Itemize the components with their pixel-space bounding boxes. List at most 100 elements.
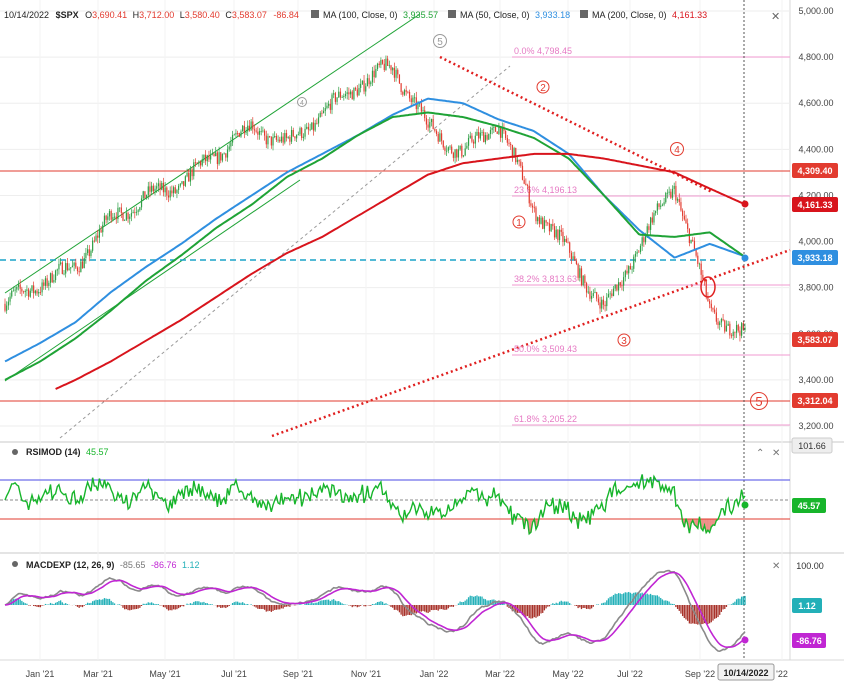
candle-body (151, 185, 153, 192)
candle-body (552, 224, 554, 227)
candle-body (292, 130, 294, 137)
candle-body (14, 289, 16, 291)
candle-body (722, 318, 724, 321)
candle-body (53, 280, 55, 283)
rsi-collapse-icon[interactable]: ⌃ (756, 448, 764, 459)
candle-body (70, 267, 72, 269)
rsi-panel[interactable]: RSIMOD (14) 45.57 ⌃ ✕ 101.66 45.57 (0, 437, 833, 536)
candle-body (36, 290, 38, 294)
candle-body (294, 136, 296, 139)
candle-body (240, 131, 242, 137)
candle-body (304, 128, 306, 137)
macd-close-icon[interactable]: ✕ (772, 561, 780, 572)
candle-body (204, 154, 207, 162)
candle-body (81, 261, 84, 269)
rsi-close-icon[interactable]: ✕ (772, 448, 780, 459)
price-panel[interactable] (0, 0, 790, 442)
rsi-badge-bg (792, 498, 826, 513)
candle-body (710, 303, 712, 309)
candle-body (499, 126, 502, 138)
candle-body (717, 321, 719, 326)
candle-body (548, 223, 551, 232)
wave-label-circle (617, 333, 631, 347)
candle-body (102, 224, 104, 233)
candle-body (19, 284, 21, 289)
time-tick-label: Sep '21 (283, 669, 313, 679)
time-axis: Jan '21 Mar '21 May '21 Jul '21 Sep '21 Nov '… (26, 669, 788, 679)
candle-body (555, 229, 557, 238)
candle-body (356, 89, 358, 96)
badge-3312: 3,312.04 (797, 396, 832, 406)
candle-body (634, 253, 637, 257)
candle-body (349, 91, 352, 95)
candle-body (624, 270, 626, 278)
ma100-legend-swatch (311, 10, 319, 18)
candle-body (609, 293, 611, 295)
candle-body (140, 198, 143, 208)
candle-body (439, 133, 441, 142)
candle-body (648, 226, 650, 230)
candle-body (446, 150, 448, 152)
ma-line-200 (55, 152, 746, 390)
rsi-dropdown-icon[interactable] (12, 449, 18, 455)
candle-body (515, 147, 517, 163)
candle-body (719, 322, 721, 326)
candle-body (58, 263, 60, 270)
candle-body (516, 159, 519, 163)
candle-body (650, 217, 652, 230)
candle-body (653, 213, 655, 223)
candle-body (76, 267, 79, 272)
candle-body (371, 70, 374, 83)
candle-body (518, 159, 520, 162)
badge-ma50: 3,933.18 (797, 253, 832, 263)
candle-body (119, 207, 121, 209)
candle-body (505, 130, 507, 138)
candle-body (521, 165, 524, 180)
close-panel-icon[interactable]: ✕ (771, 11, 780, 23)
candle-body (338, 91, 340, 98)
rsi-badge: 45.57 (798, 501, 821, 511)
candle-body (235, 133, 237, 135)
header-o-label: O (85, 10, 92, 20)
candle-body (169, 190, 171, 198)
candle-body (135, 211, 138, 213)
candle-body (218, 152, 220, 164)
candle-body (725, 325, 728, 332)
time-tick-label: May '21 (149, 669, 180, 679)
candle-body (287, 136, 289, 138)
candle-body (585, 283, 588, 293)
header-high: 3,712.00 (139, 10, 174, 20)
macd-panel[interactable]: MACDEXP (12, 26, 9) -85.65 -86.76 1.12 ✕… (4, 560, 826, 653)
wave-label: 5 (437, 37, 443, 48)
candle-body (275, 135, 277, 140)
date-badge-bg (717, 663, 775, 681)
candle-body (122, 212, 124, 221)
ma50-end-dot (741, 254, 749, 262)
candle-body (253, 129, 256, 131)
wave-label: 3 (621, 336, 627, 347)
macd-histogram (6, 591, 746, 625)
candle-body (334, 93, 336, 102)
candle-body (422, 110, 424, 112)
rsi-axis-badge-bg (791, 437, 833, 454)
candle-body (466, 145, 468, 149)
candle-body (191, 169, 193, 177)
macd-dropdown-icon[interactable] (12, 561, 18, 567)
candle-body (440, 133, 443, 141)
candle-body (144, 191, 146, 199)
candle-body (188, 172, 190, 182)
time-tick-label: Sep '22 (685, 669, 715, 679)
candle-body (557, 229, 559, 241)
candle-body (683, 215, 685, 220)
macd-value-1: -85.65 (120, 560, 146, 570)
candle-body (125, 212, 127, 220)
candle-body (250, 121, 252, 131)
macd-label: MACDEXP (12, 26, 9) (26, 560, 114, 570)
candle-body (351, 91, 353, 100)
macd-signal-line (4, 571, 746, 648)
wave-label-circle (750, 392, 768, 410)
candle-body (178, 185, 180, 191)
candle-body (130, 213, 133, 217)
candle-body (584, 275, 586, 284)
